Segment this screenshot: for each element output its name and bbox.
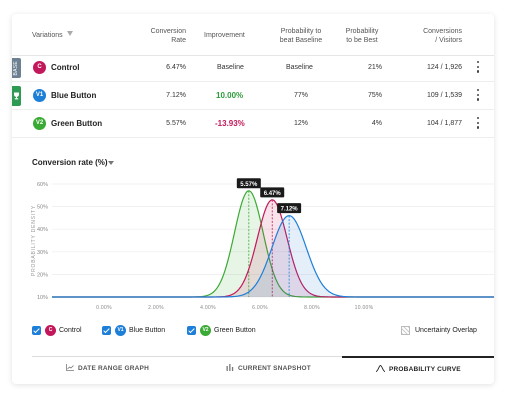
- series-area: [52, 215, 494, 297]
- checkbox[interactable]: [187, 326, 196, 335]
- conversions-visitors: 124 / 1,926: [426, 64, 462, 71]
- table-row[interactable]: BASE C Control 6.47% Baseline Baseline 2…: [12, 54, 494, 82]
- header-text: Conversions: [423, 28, 462, 35]
- line-chart-icon: [66, 364, 74, 371]
- data-label-box: [236, 178, 261, 189]
- x-tick-label: 10.00%: [355, 305, 374, 311]
- x-tick-label: 6.00%: [252, 305, 268, 311]
- y-tick-label: 30%: [37, 250, 48, 256]
- variation-name: Green Button: [51, 119, 103, 128]
- header-text: Probability to: [280, 28, 322, 35]
- variation-badge: V1: [33, 89, 46, 102]
- header-variations[interactable]: Variations: [32, 32, 63, 39]
- prob-best: 75%: [367, 92, 382, 99]
- table-row[interactable]: V1 Blue Button 7.12% 10.00% 77% 75% 109 …: [12, 82, 494, 110]
- tab-probability-curve[interactable]: PROBABILITY CURVE: [342, 356, 494, 376]
- checkbox[interactable]: [102, 326, 111, 335]
- header-text: Probability: [345, 28, 379, 35]
- header-text: Rate: [171, 37, 186, 44]
- legend-badge: C: [45, 325, 56, 336]
- data-label: 7.12%: [281, 207, 299, 213]
- trophy-icon: [14, 92, 19, 100]
- header-text: beat Baseline: [279, 37, 323, 44]
- tab-label: DATE RANGE GRAPH: [78, 365, 149, 372]
- y-tick-label: 60%: [37, 182, 48, 188]
- series-line: [52, 215, 494, 298]
- y-tick-label: 10%: [37, 295, 48, 301]
- series-area: [52, 199, 494, 297]
- table-row[interactable]: V2 Green Button 5.57% -13.93% 12% 4% 104…: [12, 110, 494, 138]
- uncertainty-overlap-swatch[interactable]: [401, 326, 410, 335]
- prob-beat: Baseline: [286, 64, 313, 71]
- variation-badge: V2: [33, 117, 46, 130]
- more-options-icon[interactable]: [476, 61, 480, 75]
- header-conversion-rate[interactable]: Conversion Rate: [140, 27, 186, 45]
- improvement: Baseline: [217, 64, 244, 71]
- prob-beat: 77%: [294, 92, 309, 99]
- header-prob-best[interactable]: Probability to be Best: [334, 27, 390, 45]
- metric-selector[interactable]: Conversion rate (%): [32, 158, 108, 167]
- prob-beat: 12%: [294, 120, 309, 127]
- improvement: -13.93%: [215, 119, 245, 128]
- improvement: 10.00%: [216, 91, 244, 100]
- y-tick-label: 20%: [37, 272, 48, 278]
- y-tick-label: 50%: [37, 205, 48, 211]
- header-text: Conversion: [150, 28, 186, 35]
- data-label: 5.57%: [240, 182, 258, 188]
- y-tick-label: 40%: [37, 227, 48, 233]
- header-prob-beat[interactable]: Probability to beat Baseline: [268, 27, 334, 45]
- conversion-rate: 5.57%: [166, 120, 186, 127]
- legend-label: Blue Button: [129, 327, 166, 334]
- x-tick-label: 8.00%: [304, 305, 320, 311]
- variation-name: Blue Button: [51, 91, 97, 100]
- probability-curve-chart: 60% 50% 40% 30% 20% 10% PROBABILITY DENSITY 0.0…: [31, 178, 494, 311]
- data-label: 6.47%: [264, 191, 282, 197]
- tab-label: PROBABILITY CURVE: [389, 366, 461, 373]
- variation-name: Control: [51, 63, 80, 72]
- legend-badge: V1: [115, 325, 126, 336]
- results-card: Variations Conversion Rate Improvement P…: [12, 14, 494, 384]
- tab-current-snapshot[interactable]: CURRENT SNAPSHOT: [182, 357, 342, 377]
- header-improvement[interactable]: Improvement: [204, 32, 245, 39]
- conversion-rate: 6.47%: [166, 64, 186, 71]
- series-area: [52, 190, 494, 297]
- winner-tag: [12, 86, 21, 106]
- conversions-visitors: 104 / 1,877: [426, 120, 462, 127]
- x-tick-label: 0.00%: [96, 305, 112, 311]
- x-tick-label: 2.00%: [148, 305, 164, 311]
- filter-icon[interactable]: [67, 31, 73, 36]
- uncertainty-overlap-label: Uncertainty Overlap: [415, 327, 477, 334]
- header-conversions[interactable]: Conversions / Visitors: [404, 27, 462, 45]
- table-header: Variations Conversion Rate Improvement P…: [12, 14, 494, 56]
- data-label-box: [260, 187, 285, 198]
- legend-label: Green Button: [214, 327, 256, 334]
- header-text: to be Best: [346, 37, 378, 44]
- more-options-icon[interactable]: [476, 117, 480, 131]
- tab-label: CURRENT SNAPSHOT: [238, 365, 311, 372]
- prob-best: 21%: [367, 64, 382, 71]
- checkbox[interactable]: [32, 326, 41, 335]
- more-options-icon[interactable]: [476, 89, 480, 103]
- variation-badge: C: [33, 61, 46, 74]
- bars-icon: [226, 364, 234, 371]
- y-axis-label: PROBABILITY DENSITY: [31, 205, 37, 276]
- conversion-rate: 7.12%: [166, 92, 186, 99]
- tab-date-range-graph[interactable]: DATE RANGE GRAPH: [32, 357, 182, 377]
- base-tag: BASE: [12, 58, 21, 78]
- x-tick-label: 4.00%: [200, 305, 216, 311]
- conversions-visitors: 109 / 1,539: [426, 92, 462, 99]
- chevron-down-icon[interactable]: [108, 161, 114, 165]
- curve-icon: [376, 365, 385, 372]
- view-tabs: DATE RANGE GRAPH CURRENT SNAPSHOT PROBAB…: [32, 356, 494, 376]
- prob-best: 4%: [371, 120, 382, 127]
- legend-badge: V2: [200, 325, 211, 336]
- header-text: / Visitors: [435, 37, 462, 44]
- data-label-box: [277, 203, 302, 214]
- legend-label: Control: [59, 327, 82, 334]
